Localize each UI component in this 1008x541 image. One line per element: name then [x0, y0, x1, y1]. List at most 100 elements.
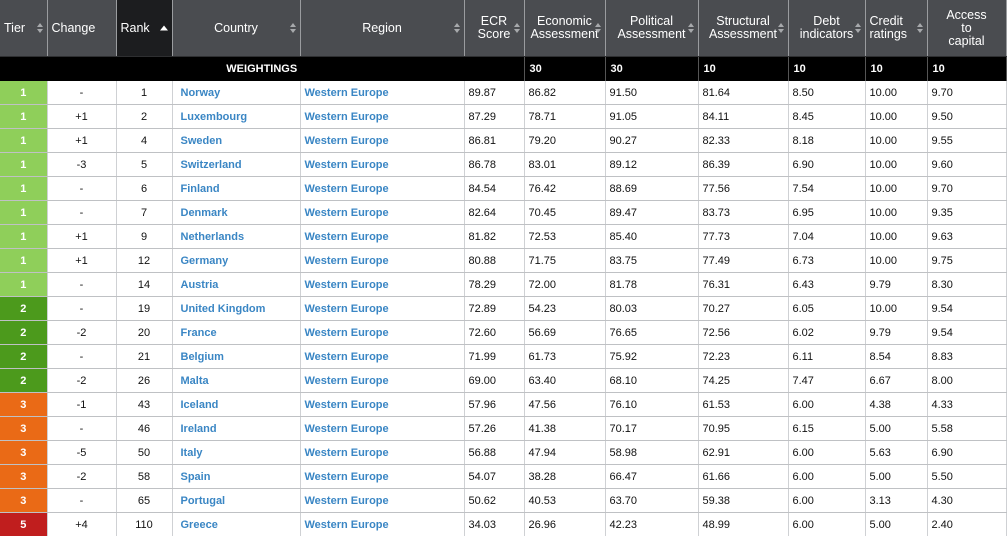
column-header-region[interactable]: Region [300, 0, 465, 57]
region-link[interactable]: Western Europe [304, 398, 389, 411]
economic-cell: 61.73 [524, 344, 606, 369]
tier-cell: 5 [0, 512, 48, 536]
sort-arrows-icon [289, 23, 296, 33]
economic-cell: 38.28 [524, 464, 606, 489]
ecr-score-cell: 87.29 [464, 104, 525, 129]
country-link[interactable]: Malta [180, 374, 209, 387]
debt-cell: 6.00 [788, 440, 866, 465]
country-link[interactable]: Denmark [180, 206, 228, 219]
region-link[interactable]: Western Europe [304, 374, 389, 387]
column-header-change[interactable]: Change [47, 0, 117, 57]
column-header-ecr-score[interactable]: ECR Score [464, 0, 525, 57]
economic-cell: 26.96 [524, 512, 606, 536]
country-link[interactable]: Italy [180, 446, 203, 459]
country-link[interactable]: Belgium [180, 350, 224, 363]
column-header-political-assessment[interactable]: Political Assessment [605, 0, 699, 57]
credit-cell: 9.79 [865, 320, 928, 345]
region-cell: Western Europe [300, 344, 465, 369]
country-link[interactable]: Spain [180, 470, 211, 483]
credit-cell: 5.00 [865, 512, 928, 536]
column-header-country[interactable]: Country [172, 0, 301, 57]
column-header-credit-ratings[interactable]: Credit ratings [865, 0, 928, 57]
country-link[interactable]: United Kingdom [180, 302, 266, 315]
tier-cell: 3 [0, 416, 48, 441]
sort-arrows-icon [594, 23, 601, 33]
region-link[interactable]: Western Europe [304, 422, 389, 435]
debt-cell: 6.00 [788, 488, 866, 513]
region-link[interactable]: Western Europe [304, 302, 389, 315]
country-link[interactable]: Portugal [180, 494, 226, 507]
rank-cell: 14 [116, 272, 173, 297]
political-cell: 89.12 [605, 152, 699, 177]
region-link[interactable]: Western Europe [304, 350, 389, 363]
country-link[interactable]: Netherlands [180, 230, 245, 243]
country-link[interactable]: France [180, 326, 217, 339]
tier-cell: 1 [0, 224, 48, 249]
change-cell: - [47, 272, 117, 297]
column-header-debt-indicators[interactable]: Debt indicators [788, 0, 866, 57]
country-cell: Belgium [172, 344, 301, 369]
country-link[interactable]: Iceland [180, 398, 219, 411]
ecr-score-cell: 82.64 [464, 200, 525, 225]
debt-cell: 7.47 [788, 368, 866, 393]
region-cell: Western Europe [300, 272, 465, 297]
region-link[interactable]: Western Europe [304, 446, 389, 459]
region-link[interactable]: Western Europe [304, 494, 389, 507]
country-link[interactable]: Norway [180, 86, 221, 99]
structural-cell: 62.91 [698, 440, 789, 465]
region-link[interactable]: Western Europe [304, 86, 389, 99]
change-cell: - [47, 488, 117, 513]
ecr-score-cell: 81.82 [464, 224, 525, 249]
change-cell: - [47, 416, 117, 441]
table-row: 3-65 Portugal Western Europe 50.62 40.53 63.7… [0, 488, 1007, 513]
region-link[interactable]: Western Europe [304, 110, 389, 123]
region-link[interactable]: Western Europe [304, 254, 389, 267]
change-cell: - [47, 200, 117, 225]
access-cell: 9.35 [927, 200, 1007, 225]
region-link[interactable]: Western Europe [304, 470, 389, 483]
region-cell: Western Europe [300, 368, 465, 393]
column-header-economic-assessment[interactable]: Economic Assessment [524, 0, 606, 57]
change-cell: +1 [47, 248, 117, 273]
economic-cell: 79.20 [524, 128, 606, 153]
region-cell: Western Europe [300, 104, 465, 129]
region-cell: Western Europe [300, 416, 465, 441]
region-link[interactable]: Western Europe [304, 134, 389, 147]
political-cell: 58.98 [605, 440, 699, 465]
country-link[interactable]: Ireland [180, 422, 217, 435]
political-cell: 88.69 [605, 176, 699, 201]
debt-cell: 6.05 [788, 296, 866, 321]
debt-cell: 8.45 [788, 104, 866, 129]
country-link[interactable]: Switzerland [180, 158, 242, 171]
column-header-structural-assessment[interactable]: Structural Assessment [698, 0, 789, 57]
rank-cell: 7 [116, 200, 173, 225]
country-link[interactable]: Sweden [180, 134, 223, 147]
structural-cell: 59.38 [698, 488, 789, 513]
rank-cell: 4 [116, 128, 173, 153]
region-link[interactable]: Western Europe [304, 230, 389, 243]
country-link[interactable]: Finland [180, 182, 220, 195]
country-link[interactable]: Germany [180, 254, 229, 267]
column-header-tier[interactable]: Tier [0, 0, 48, 57]
economic-cell: 47.94 [524, 440, 606, 465]
region-cell: Western Europe [300, 128, 465, 153]
column-header-rank[interactable]: Rank [116, 0, 173, 57]
weighting-access: 10 [927, 56, 1007, 81]
country-link[interactable]: Luxembourg [180, 110, 248, 123]
access-cell: 9.54 [927, 320, 1007, 345]
access-cell: 9.70 [927, 176, 1007, 201]
country-link[interactable]: Greece [180, 518, 218, 531]
region-link[interactable]: Western Europe [304, 278, 389, 291]
region-link[interactable]: Western Europe [304, 182, 389, 195]
region-cell: Western Europe [300, 464, 465, 489]
region-link[interactable]: Western Europe [304, 326, 389, 339]
region-link[interactable]: Western Europe [304, 206, 389, 219]
ecr-score-cell: 56.88 [464, 440, 525, 465]
economic-cell: 72.00 [524, 272, 606, 297]
region-link[interactable]: Western Europe [304, 518, 389, 531]
political-cell: 91.50 [605, 81, 699, 105]
country-link[interactable]: Austria [180, 278, 219, 291]
region-link[interactable]: Western Europe [304, 158, 389, 171]
column-header-access-to-capital[interactable]: Access to capital [927, 0, 1007, 57]
tier-cell: 3 [0, 464, 48, 489]
